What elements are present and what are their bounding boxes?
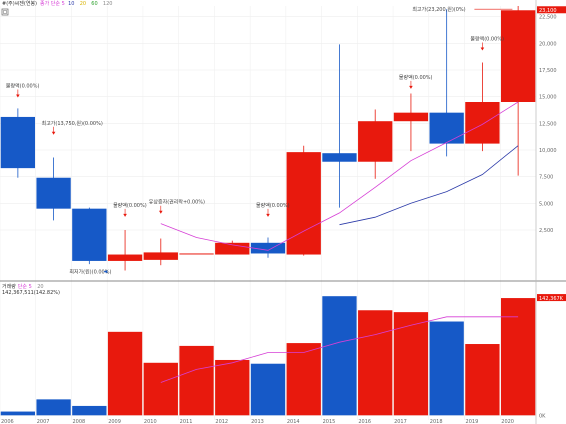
candle-up (215, 242, 250, 255)
candle-up (393, 112, 429, 122)
x-tick-label: 2013 (251, 419, 264, 424)
volume-bar (286, 343, 321, 416)
annotation-label: 물량액(0.00%) (6, 82, 40, 89)
x-tick-label: 2009 (108, 419, 121, 424)
price-tick-label: 17,500 (539, 68, 557, 74)
price-tick-label: 7,500 (539, 175, 553, 181)
candle-up (143, 252, 178, 260)
x-tick-label: 2006 (1, 419, 14, 424)
volume-bar (0, 411, 36, 416)
last-price-tag-bg (537, 6, 566, 14)
annotation-arrowhead (51, 131, 56, 135)
candle-up (107, 254, 143, 261)
x-tick-label: 2020 (501, 419, 514, 424)
volume-bar (358, 310, 393, 416)
price-legend-item: 10 (68, 1, 74, 7)
volume-legend-item: 단순 5 (18, 283, 32, 290)
volume-legend-item: 거래량 (2, 283, 16, 290)
volume-summary: 142,367,511(142.82%) (2, 290, 60, 296)
x-tick-label: 2011 (180, 419, 193, 424)
price-ma-short (160, 101, 519, 251)
price-legend-item: #(주)씨젠(연봉) (2, 0, 37, 7)
volume-bar (429, 321, 464, 416)
volume-bar (36, 399, 71, 416)
candle-down (429, 112, 464, 144)
volume-bar (465, 344, 500, 416)
volume-bar (143, 362, 178, 416)
annotation-arrowhead (16, 94, 20, 98)
annotation-label: 물량액(0.00%) (113, 202, 147, 209)
x-tick-label: 2007 (37, 419, 50, 424)
candle-down (0, 116, 36, 169)
price-tick-label: 22,500 (539, 15, 557, 21)
annotation-arrowhead (123, 213, 127, 217)
x-tick-label: 2012 (215, 419, 228, 424)
volume-bar (215, 359, 250, 416)
x-tick-label: 2017 (394, 419, 407, 424)
restore-icon[interactable] (1, 8, 9, 16)
x-tick-label: 2018 (430, 419, 443, 424)
x-tick-label: 2010 (144, 419, 157, 424)
candle-up (286, 152, 321, 255)
price-legend-item: 60 (91, 1, 97, 7)
low-price-arrow (103, 270, 108, 274)
price-panel: 물량액(0.00%) 최고가(13,750,원)(0.00%) 물량액(0.00%)… (0, 6, 536, 276)
volume-bar (393, 312, 429, 416)
price-tick-label: 15,000 (539, 95, 557, 101)
price-ma-long (339, 145, 519, 226)
volume-tick-label: 0K (539, 413, 546, 419)
x-tick-label: 2016 (358, 419, 371, 424)
price-tick-label: 20,000 (539, 41, 557, 47)
annotation-label: 유상증자(권리락+0.00%) (149, 199, 205, 206)
price-tick-label: 5,000 (539, 201, 553, 207)
volume-bar (179, 345, 214, 416)
x-tick-label: 2015 (323, 419, 336, 424)
candle-up (465, 102, 500, 144)
last-volume-tag: 142,367K (539, 296, 564, 302)
candle-down (72, 208, 107, 261)
volume-panel (0, 296, 536, 416)
annotation-label: 최고가(13,750,원)(0.00%) (42, 120, 103, 127)
x-tick-label: 2008 (72, 419, 85, 424)
volume-legend-item: 20 (37, 284, 43, 290)
volume-bar (72, 405, 107, 416)
annotation-label: 물량액(0.00%) (256, 202, 290, 209)
volume-ma (160, 316, 519, 383)
volume-bar (500, 298, 536, 416)
annotation-label: 물량액(0.00%) (399, 74, 433, 81)
candle-down (36, 177, 71, 209)
annotation-label: 물량액(0.00%) (470, 36, 504, 43)
annotation-arrowhead (159, 210, 163, 214)
candle-down (322, 153, 357, 162)
price-legend-item: 종가 단순 5 (40, 0, 65, 7)
candle-up (500, 10, 536, 103)
last-volume-tag-bg (537, 294, 566, 302)
annotation-arrowhead (409, 85, 413, 89)
candle-up (358, 121, 393, 162)
price-tick-label: 2,500 (539, 228, 553, 234)
last-price-tag: 23,100 (539, 8, 557, 14)
volume-bar (322, 296, 357, 416)
candle-down (250, 242, 286, 254)
x-tick-label: 2019 (466, 419, 479, 424)
annotation-arrowhead (480, 47, 485, 51)
candle-up (179, 253, 214, 255)
price-legend-item: 20 (80, 1, 86, 7)
price-tick-label: 12,500 (539, 121, 557, 127)
annotation-arrowhead (266, 213, 270, 217)
low-price-label: 최저가(원)(0.00%) (69, 269, 111, 276)
annotation-label: 최고가(23,200,원)(0%) (412, 6, 465, 13)
volume-bar (250, 363, 286, 416)
volume-bar (107, 331, 143, 416)
x-tick-label: 2014 (287, 419, 300, 424)
price-legend-item: 120 (103, 1, 113, 7)
price-tick-label: 10,000 (539, 148, 557, 154)
